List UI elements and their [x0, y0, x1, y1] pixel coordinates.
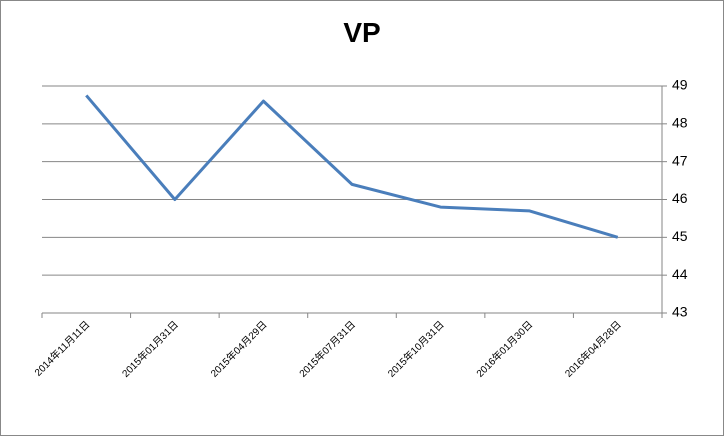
y-tick-label: 43	[672, 304, 688, 320]
y-tick-label: 45	[672, 228, 688, 244]
y-tick-label: 46	[672, 190, 688, 206]
y-tick-label: 47	[672, 152, 688, 168]
line-series	[85, 94, 619, 239]
y-tick-label: 49	[672, 77, 688, 93]
y-tick-label: 48	[672, 115, 688, 131]
chart-title: VP	[343, 17, 380, 48]
y-tick-label: 44	[672, 266, 688, 282]
